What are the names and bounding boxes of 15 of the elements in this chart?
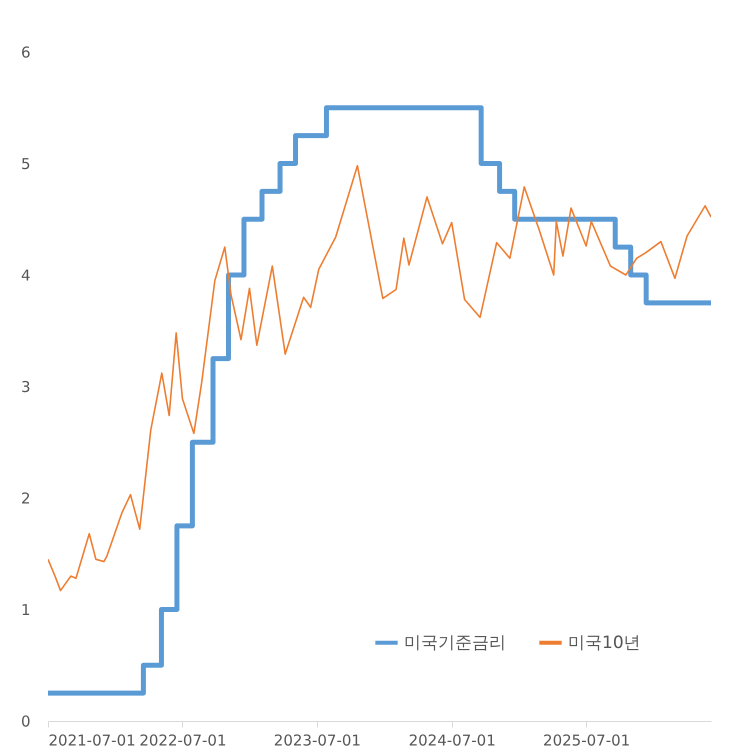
x-tick-label: 2025-07-01 [543, 732, 630, 750]
legend-label: 미국10년 [568, 632, 641, 653]
x-tick-label: 2024-07-01 [408, 732, 496, 750]
legend-label: 미국기준금리 [404, 632, 506, 653]
y-tick-label: 0 [20, 712, 30, 730]
y-tick-label: 4 [20, 266, 30, 284]
y-tick-label: 3 [20, 378, 30, 396]
y-tick-label: 2 [20, 490, 30, 508]
x-tick-label: 2021-07-01 [48, 732, 136, 750]
line-series [48, 164, 711, 592]
x-tick-label: 2022-07-01 [139, 732, 227, 750]
y-tick-label: 1 [20, 601, 30, 619]
y-tick-label: 5 [20, 155, 30, 173]
x-tick-label: 2023-07-01 [274, 732, 361, 750]
y-tick-label: 6 [20, 44, 30, 62]
